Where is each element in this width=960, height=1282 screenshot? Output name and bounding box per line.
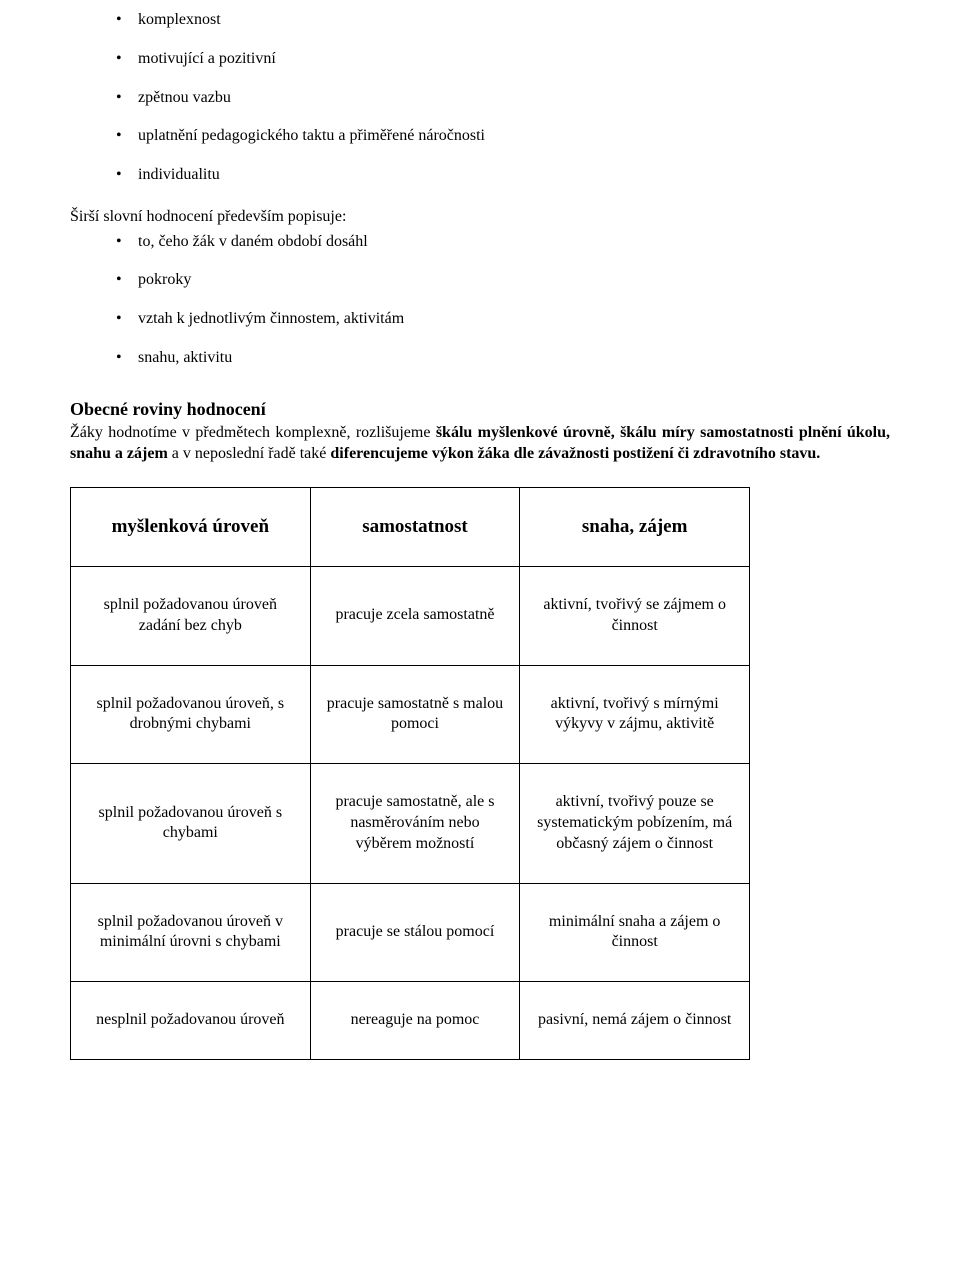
body-paragraph: Žáky hodnotíme v předmětech komplexně, r… [70,422,890,465]
list-item: pokroky [138,270,890,291]
body-text-bold: diferencujeme výkon žáka dle závažnosti … [330,445,820,462]
table-cell: minimální snaha a zájem o činnost [520,883,750,982]
table-cell: pracuje se stálou pomocí [310,883,520,982]
list-item: individualitu [138,165,890,186]
list-item: snahu, aktivitu [138,348,890,369]
top-bullet-list: komplexnost motivující a pozitivní zpětn… [70,10,890,186]
table-cell: splnil požadovanou úroveň, s drobnými ch… [71,665,311,764]
table-header-cell: myšlenková úroveň [71,487,311,566]
table-cell: pracuje samostatně, ale s nasměrováním n… [310,764,520,883]
table-cell: pasivní, nemá zájem o činnost [520,982,750,1060]
table-cell: splnil požadovanou úroveň v minimální úr… [71,883,311,982]
table-cell: aktivní, tvořivý pouze se systematickým … [520,764,750,883]
list-item: zpětnou vazbu [138,88,890,109]
list-item: uplatnění pedagogického taktu a přiměřen… [138,126,890,147]
table-header-cell: snaha, zájem [520,487,750,566]
table-cell: nesplnil požadovanou úroveň [71,982,311,1060]
table-row: splnil požadovanou úroveň, s drobnými ch… [71,665,750,764]
table-cell: pracuje zcela samostatně [310,566,520,665]
sub-bullet-list: to, čeho žák v daném období dosáhl pokro… [70,232,890,369]
body-text-part: a v neposlední řadě také [168,445,331,462]
list-item: to, čeho žák v daném období dosáhl [138,232,890,253]
table-cell: aktivní, tvořivý se zájmem o činnost [520,566,750,665]
table-cell: splnil požadovanou úroveň s chybami [71,764,311,883]
list-item: motivující a pozitivní [138,49,890,70]
table-header-cell: samostatnost [310,487,520,566]
list-item: vztah k jednotlivým činnostem, aktivitám [138,309,890,330]
table-row: nesplnil požadovanou úroveň nereaguje na… [71,982,750,1060]
levels-table: myšlenková úroveň samostatnost snaha, zá… [70,487,750,1060]
table-cell: nereaguje na pomoc [310,982,520,1060]
table-row: splnil požadovanou úroveň v minimální úr… [71,883,750,982]
list-item: komplexnost [138,10,890,31]
table-row: splnil požadovanou úroveň zadání bez chy… [71,566,750,665]
body-text-part: Žáky hodnotíme v předmětech komplexně, r… [70,424,436,441]
table-row: splnil požadovanou úroveň s chybami prac… [71,764,750,883]
intro-line: Širší slovní hodnocení především popisuj… [70,206,890,228]
table-cell: aktivní, tvořivý s mírnými výkyvy v zájm… [520,665,750,764]
table-cell: pracuje samostatně s malou pomoci [310,665,520,764]
table-cell: splnil požadovanou úroveň zadání bez chy… [71,566,311,665]
section-heading: Obecné roviny hodnocení [70,399,890,420]
table-header-row: myšlenková úroveň samostatnost snaha, zá… [71,487,750,566]
